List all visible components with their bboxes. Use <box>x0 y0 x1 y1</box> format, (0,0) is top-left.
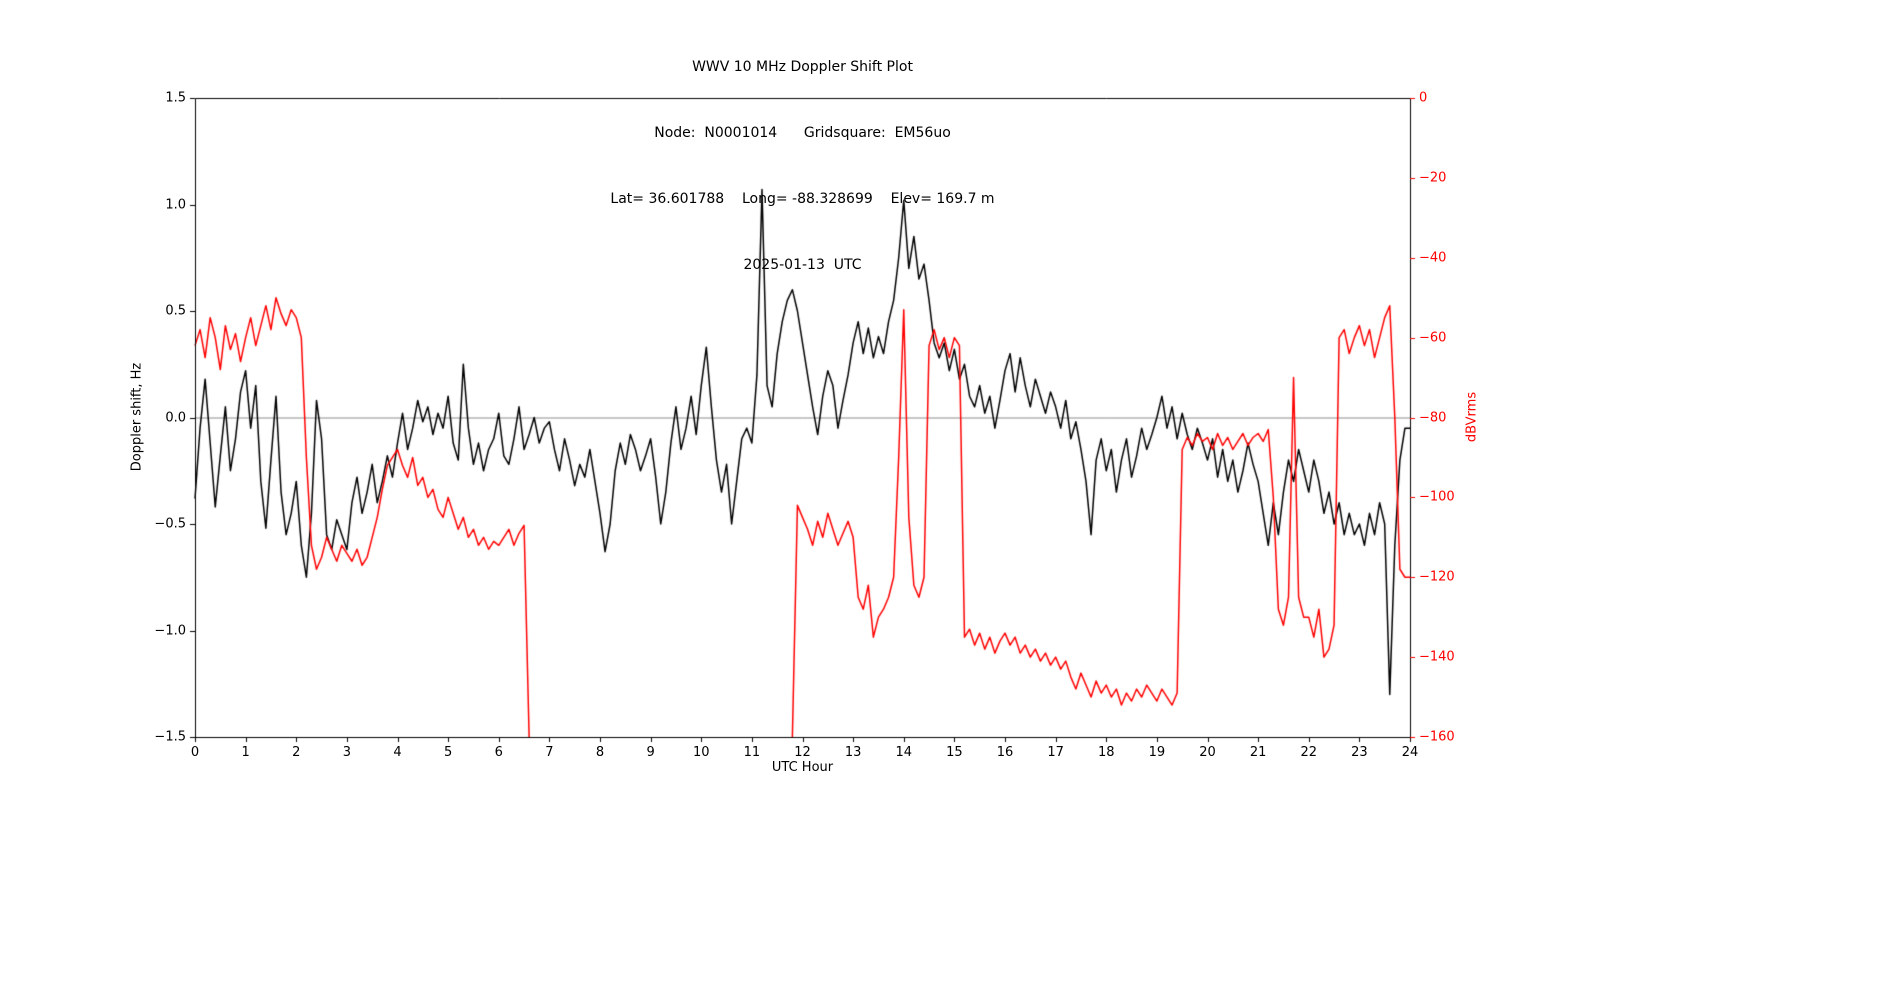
x-tick-label: 13 <box>844 745 862 760</box>
x-tick-label: 24 <box>1401 745 1419 760</box>
right-y-tick-label: −160 <box>1419 729 1455 745</box>
left-y-tick-label: 0.0 <box>165 410 186 425</box>
x-tick-label: 23 <box>1351 745 1368 760</box>
x-tick-label: 1 <box>241 745 250 760</box>
x-tick-label: 4 <box>393 745 402 760</box>
x-tick-label: 0 <box>190 745 200 760</box>
x-tick-label: 9 <box>646 745 655 760</box>
x-tick-label: 7 <box>545 745 554 760</box>
left-y-tick-label: 1.0 <box>165 197 186 212</box>
x-tick-label: 21 <box>1249 745 1267 760</box>
plot-subtitle-location: Lat= 36.601788 Long= -88.328699 Elev= 16… <box>610 191 995 207</box>
left-y-tick-label: 1.5 <box>165 90 186 106</box>
left-y-tick-label: −1.0 <box>154 623 186 638</box>
x-tick-label: 8 <box>595 745 605 760</box>
x-tick-label: 20 <box>1199 745 1216 760</box>
x-tick-label: 15 <box>946 745 963 760</box>
x-tick-label: 22 <box>1300 745 1318 760</box>
plot-subtitle-node: Node: N0001014 Gridsquare: EM56uo <box>654 125 951 141</box>
x-axis-label: UTC Hour <box>771 760 834 775</box>
plot-title: WWV 10 MHz Doppler Shift Plot <box>692 59 913 75</box>
x-tick-label: 14 <box>895 745 913 760</box>
right-y-tick-label: 0 <box>1419 90 1428 106</box>
x-tick-label: 5 <box>443 745 453 760</box>
right-y-tick-label: −80 <box>1419 410 1447 425</box>
right-y-tick-label: −60 <box>1419 330 1447 346</box>
x-tick-label: 6 <box>494 745 503 760</box>
x-tick-label: 11 <box>743 745 761 760</box>
x-tick-label: 19 <box>1148 745 1166 760</box>
right-y-tick-label: −120 <box>1419 569 1455 585</box>
right-y-tick-label: −20 <box>1419 170 1447 186</box>
left-y-tick-label: 0.5 <box>165 303 186 319</box>
x-tick-label: 12 <box>794 745 811 760</box>
right-y-tick-label: −100 <box>1419 489 1455 505</box>
x-tick-label: 18 <box>1097 745 1115 760</box>
x-tick-label: 16 <box>996 745 1014 760</box>
right-y-tick-label: −40 <box>1419 250 1447 266</box>
title-block: WWV 10 MHz Doppler Shift Plot Node: N000… <box>195 12 1410 320</box>
left-axis-label: Doppler shift, Hz <box>129 362 145 472</box>
plot-subtitle-date: 2025-01-13 UTC <box>743 257 862 273</box>
right-axis-label: dBVrms <box>1464 391 1480 443</box>
x-tick-label: 10 <box>692 745 710 760</box>
x-tick-label: 2 <box>292 745 301 760</box>
left-y-tick-label: −1.5 <box>154 729 186 745</box>
right-y-tick-label: −140 <box>1419 649 1455 665</box>
x-tick-label: 3 <box>342 745 352 760</box>
left-y-tick-label: −0.5 <box>154 516 186 532</box>
x-tick-label: 17 <box>1047 745 1064 760</box>
